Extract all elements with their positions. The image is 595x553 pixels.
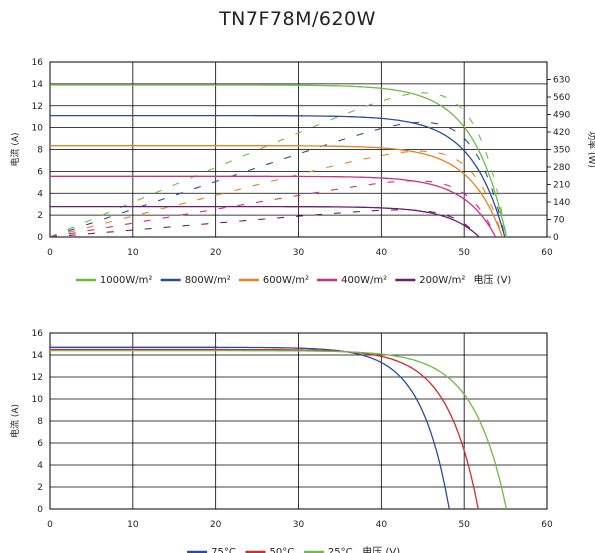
y-axis-label: 电流 (A) [9, 404, 21, 438]
x-tick-label: 30 [293, 248, 305, 258]
y2-tick-label: 630 [553, 76, 570, 86]
y-tick-label: 6 [37, 439, 43, 449]
x-tick-label: 10 [127, 520, 139, 530]
legend-label-50C: 50°C [270, 547, 295, 553]
legend-label-25C: 25°C [328, 547, 353, 553]
page-title: TN7F78M/620W [219, 8, 376, 30]
x-tick-label: 0 [47, 520, 53, 530]
x-tick-label: 60 [541, 248, 553, 258]
iv-curve-25C [50, 349, 508, 509]
pv-curve-800 [50, 121, 506, 237]
y-tick-label: 10 [32, 124, 44, 134]
x-tick-label: 30 [293, 520, 305, 530]
y-tick-label: 0 [37, 505, 43, 515]
iv-curve-400 [50, 175, 497, 237]
y2-tick-label: 560 [553, 93, 570, 103]
y-tick-label: 0 [37, 233, 43, 243]
x-tick-label: 10 [127, 248, 139, 258]
y2-tick-label: 490 [553, 111, 570, 121]
y-tick-label: 4 [37, 461, 43, 471]
iv-curve-50C [50, 348, 479, 509]
y-tick-label: 14 [32, 80, 44, 90]
y2-tick-label: 70 [553, 216, 565, 226]
x-tick-label: 50 [458, 248, 470, 258]
y-tick-label: 16 [32, 58, 44, 68]
y2-axis-label: 功率 (W) [586, 131, 595, 168]
legend-label-200: 200W/m² [419, 275, 465, 286]
y2-tick-label: 420 [553, 128, 570, 138]
y-tick-label: 8 [37, 417, 43, 427]
pv-curve-400 [50, 180, 497, 237]
y-tick-label: 14 [32, 351, 44, 361]
y-tick-label: 2 [37, 483, 43, 493]
pv-curve-200 [50, 209, 480, 237]
y-tick-label: 12 [32, 373, 43, 383]
x-tick-label: 50 [458, 520, 470, 530]
pv-curve-600 [50, 150, 503, 237]
x-tick-label: 0 [47, 248, 53, 258]
x-axis-label: 电压 (V) [362, 545, 400, 553]
iv-curve-800 [50, 114, 506, 237]
y2-tick-label: 140 [553, 198, 570, 208]
iv-curve-1000 [50, 84, 508, 237]
x-tick-label: 20 [210, 520, 222, 530]
y2-tick-label: 210 [553, 181, 570, 191]
y-tick-label: 16 [32, 329, 44, 339]
x-axis-label: 电压 (V) [474, 273, 512, 286]
y-tick-label: 2 [37, 211, 43, 221]
legend-label-75C: 75°C [211, 547, 236, 553]
legend-label-800: 800W/m² [185, 275, 231, 286]
x-tick-label: 20 [210, 248, 222, 258]
y-axis-label: 电流 (A) [9, 132, 21, 166]
y-tick-label: 10 [32, 395, 44, 405]
x-tick-label: 40 [376, 520, 388, 530]
iv-curve-600 [50, 145, 503, 237]
y2-tick-label: 0 [553, 233, 559, 243]
y2-tick-label: 280 [553, 163, 570, 173]
y-tick-label: 6 [37, 167, 43, 177]
iv-curve-75C [50, 346, 450, 509]
legend-label-1000: 1000W/m² [100, 275, 152, 286]
legend-label-600: 600W/m² [263, 275, 309, 286]
pv-curve-1000 [50, 92, 507, 237]
legend-label-400: 400W/m² [341, 275, 387, 286]
plot-frame [49, 332, 548, 510]
y-tick-label: 12 [32, 102, 43, 112]
iv-curve-200 [50, 205, 480, 237]
x-tick-label: 40 [376, 248, 388, 258]
y-tick-label: 4 [37, 189, 43, 199]
y2-tick-label: 350 [553, 146, 570, 156]
y-tick-label: 8 [37, 146, 43, 156]
x-tick-label: 60 [541, 520, 553, 530]
